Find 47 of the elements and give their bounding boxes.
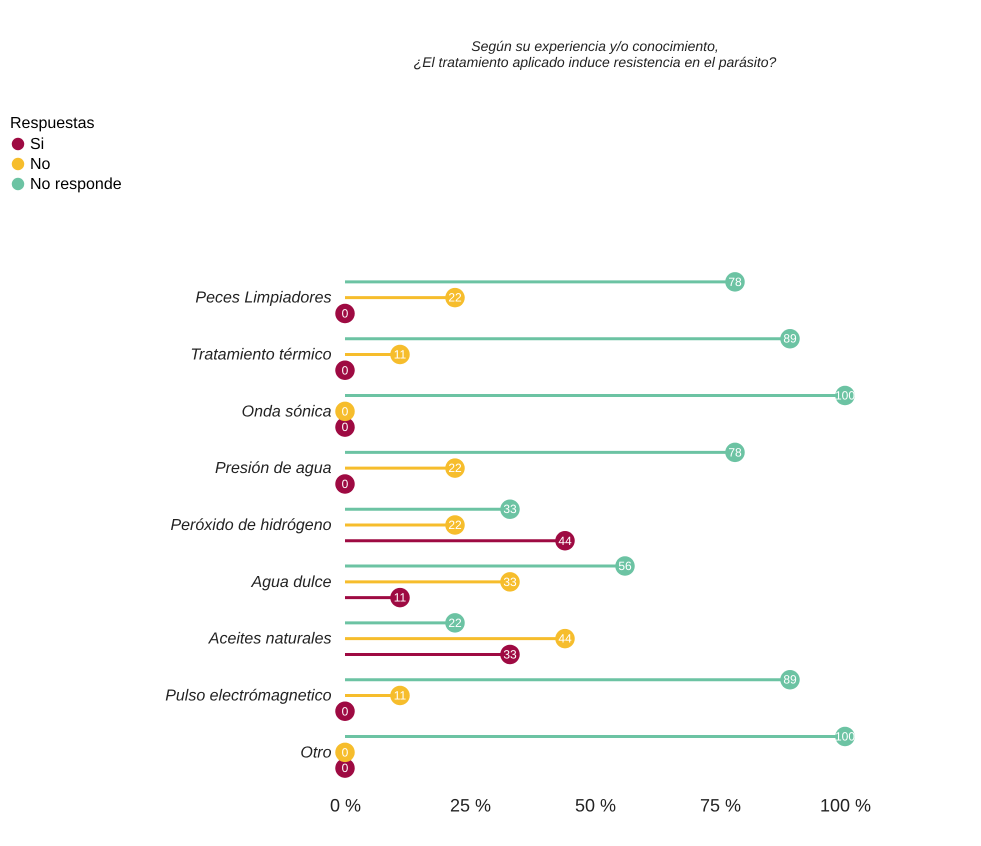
legend-label: No responde: [30, 176, 122, 193]
data-label: 0: [342, 476, 349, 491]
x-tick-label: 75 %: [700, 796, 742, 816]
data-label: 0: [342, 745, 349, 760]
text: ¿El tratamiento aplicado induce resistencia en el parásito?: [414, 54, 776, 70]
data-label: 11: [394, 348, 407, 362]
x-tick-label: 100 %: [820, 796, 872, 816]
data-label: 0: [342, 704, 349, 718]
data-label: 78: [728, 274, 742, 289]
data-label: 33: [503, 647, 517, 662]
data-label: 78: [728, 445, 742, 460]
y-tick-label: Onda sónica: [242, 403, 332, 420]
y-tick-label: Otro: [300, 744, 332, 762]
data-label: 100: [834, 388, 856, 403]
data-label: 0: [342, 363, 349, 378]
data-label: 0: [342, 420, 349, 434]
data-label: 33: [503, 502, 517, 516]
y-tick-label: Peces Limpiadores: [195, 290, 332, 307]
legend-title: Respuestas: [10, 115, 94, 132]
text: Según su experiencia y/o conocimiento,: [471, 38, 719, 54]
y-tick-label: Tratamiento térmico: [190, 346, 332, 364]
y-tick-label: Presión de agua: [214, 460, 332, 478]
data-label: 22: [448, 518, 462, 532]
y-tick-label: Peróxido de hidrógeno: [170, 517, 332, 534]
data-label: 44: [558, 534, 572, 548]
data-label: 11: [394, 688, 407, 702]
y-tick-label: Agua dulce: [250, 574, 332, 591]
data-label: 0: [342, 306, 349, 320]
data-label: 0: [342, 761, 349, 776]
x-tick-label: 50 %: [574, 796, 616, 816]
data-label: 100: [834, 730, 856, 744]
legend-label: No: [30, 156, 51, 173]
legend-label: Si: [30, 136, 44, 153]
data-label: 89: [783, 672, 797, 687]
x-tick-label: 25 %: [450, 796, 492, 816]
data-label: 33: [503, 574, 517, 589]
data-label: 44: [558, 632, 572, 646]
data-label: 11: [394, 590, 407, 605]
data-label: 22: [448, 461, 462, 476]
y-tick-label: Aceites naturales: [208, 630, 332, 648]
y-tick-label: Pulso electrómagnetico: [165, 687, 332, 704]
x-tick-label: 0 %: [330, 796, 362, 816]
data-label: 56: [618, 559, 632, 574]
data-label: 22: [448, 290, 462, 305]
data-label: 89: [783, 332, 797, 346]
data-label: 22: [448, 616, 462, 630]
data-label: 0: [342, 404, 349, 418]
